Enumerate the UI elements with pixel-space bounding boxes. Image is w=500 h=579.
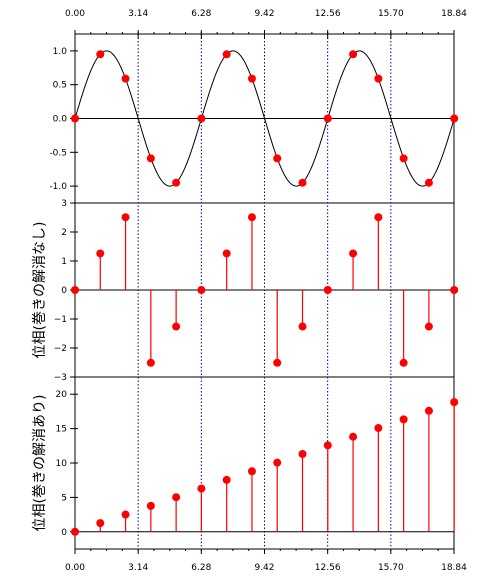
x-tick-label-bottom: 3.14 [128, 563, 148, 573]
sample-point [323, 114, 332, 123]
x-tick-label-top: 15.70 [378, 9, 404, 19]
stem-marker [298, 449, 307, 458]
y-tick-label: 0.5 [53, 81, 67, 91]
y-tick-label: 0 [61, 286, 67, 296]
y-tick-label: −2 [54, 344, 67, 354]
stem-marker [197, 484, 206, 493]
y-tick-label: 0.0 [53, 115, 68, 125]
y-tick-label: 2 [61, 228, 67, 238]
sample-point [450, 114, 459, 123]
sample-point [298, 178, 307, 187]
stem-marker [349, 249, 358, 258]
sample-point [71, 114, 79, 123]
x-tick-label-top: 3.14 [128, 9, 148, 19]
stem-marker [96, 519, 105, 528]
stem-marker [172, 322, 181, 331]
sample-point [197, 114, 206, 123]
stem-marker [374, 424, 383, 433]
y-tick-label: 15 [56, 425, 67, 435]
y-tick-label: -1.0 [49, 182, 67, 192]
stem-marker [349, 432, 358, 441]
stem-marker [399, 358, 408, 367]
x-tick-label-bottom: 15.70 [378, 563, 404, 573]
sample-point [273, 154, 282, 163]
y-tick-label: 1 [61, 257, 67, 267]
stem-marker [424, 322, 433, 331]
stem-marker [323, 441, 332, 450]
y-tick-label: 1.0 [53, 47, 68, 57]
y-tick-label: 0 [61, 528, 67, 538]
y-tick-label: 20 [56, 390, 68, 400]
sample-point [374, 74, 383, 83]
stem-marker [399, 415, 408, 424]
stem-marker [71, 286, 79, 294]
y-axis-label: 位相(巻きの解消あり) [32, 395, 48, 532]
sample-point [146, 154, 155, 163]
y-tick-label: −3 [54, 373, 67, 383]
stem-marker [247, 467, 256, 476]
x-tick-label-bottom: 9.42 [254, 563, 274, 573]
stem-marker [222, 475, 231, 484]
stem-marker [450, 286, 459, 294]
sample-point [172, 178, 181, 187]
stem-marker [222, 249, 231, 258]
x-tick-label-top: 0.00 [65, 9, 85, 19]
stem-marker [247, 213, 256, 222]
x-tick-label-top: 6.28 [191, 9, 211, 19]
stem-marker [374, 213, 383, 222]
stem-marker [273, 458, 282, 467]
x-tick-label-bottom: 18.84 [441, 563, 467, 573]
y-tick-label: -0.5 [49, 148, 67, 158]
sample-point [222, 50, 231, 59]
stem-marker [273, 358, 282, 367]
y-tick-label: 10 [56, 459, 68, 469]
x-tick-label-bottom: 0.00 [65, 563, 85, 573]
sample-point [424, 178, 433, 187]
stem-marker [71, 527, 79, 536]
x-tick-label-top: 9.42 [254, 9, 274, 19]
x-tick-label-bottom: 12.56 [315, 563, 341, 573]
stem-marker [121, 510, 130, 519]
stem-marker [96, 249, 105, 258]
sine-curve-line [74, 50, 455, 187]
y-tick-label: −1 [54, 315, 67, 325]
sample-point [399, 154, 408, 163]
stem-marker [424, 406, 433, 415]
stem-marker [146, 501, 155, 510]
x-tick-label-bottom: 6.28 [191, 563, 211, 573]
stem-marker [146, 358, 155, 367]
stem-marker [121, 213, 130, 222]
sample-point [121, 74, 130, 83]
stem-marker [323, 286, 332, 294]
sample-point [96, 50, 105, 59]
x-tick-label-top: 18.84 [441, 9, 467, 19]
stem-marker [298, 322, 307, 331]
sample-point [349, 50, 358, 59]
sample-point [247, 74, 256, 83]
y-tick-label: 5 [61, 493, 67, 503]
stem-marker [172, 493, 181, 502]
y-tick-label: 3 [61, 199, 67, 209]
stem-marker [450, 398, 459, 407]
x-tick-label-top: 12.56 [315, 9, 341, 19]
stem-marker [197, 286, 206, 294]
y-axis-label: 位相(巻きの解消なし) [32, 222, 48, 359]
